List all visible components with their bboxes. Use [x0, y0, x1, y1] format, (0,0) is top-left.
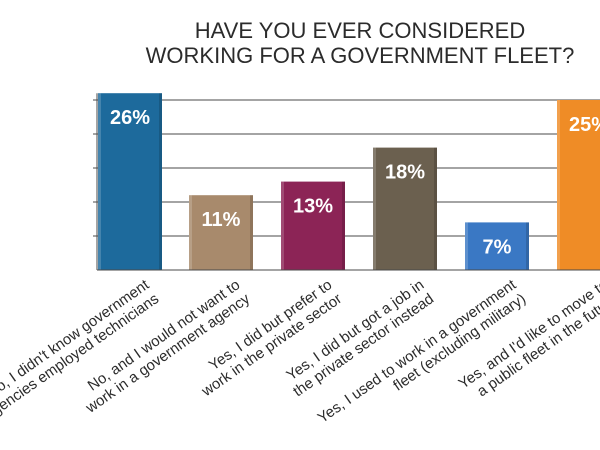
grid-lines — [93, 99, 600, 237]
data-label: 26% — [110, 107, 150, 129]
bar-highlight — [189, 195, 192, 270]
bar-shade — [526, 222, 529, 270]
category-labels: No, I didn't know governmentagencies emp… — [0, 276, 600, 427]
bar-shade — [434, 147, 437, 270]
bar — [465, 222, 529, 270]
bar — [98, 93, 162, 270]
bar-highlight — [557, 100, 560, 270]
bar-highlight — [281, 181, 284, 270]
bar-shade — [250, 195, 253, 270]
bars: 26% 11% 13% 18% 7% 25% — [98, 93, 600, 270]
data-label: 25% — [569, 114, 600, 136]
bar-shade — [159, 93, 162, 270]
bar — [373, 147, 437, 270]
data-label: 7% — [483, 236, 512, 258]
bar-highlight — [98, 93, 101, 270]
bar — [557, 100, 600, 270]
chart-title-line-1: HAVE YOU EVER CONSIDERED — [194, 18, 526, 43]
chart-title-line-2: WORKING FOR A GOVERNMENT FLEET? — [145, 43, 575, 68]
bar — [281, 181, 345, 270]
bar-highlight — [373, 147, 376, 270]
data-label: 13% — [293, 196, 333, 218]
bar — [189, 195, 253, 270]
tick-label: Yes, and I'd like to move toa public fle… — [456, 276, 600, 406]
data-label: 18% — [385, 162, 425, 184]
bar-shade — [342, 181, 345, 270]
chart-title: HAVE YOU EVER CONSIDERED WORKING FOR A G… — [0, 18, 600, 68]
data-label: 11% — [202, 209, 241, 231]
bar-highlight — [465, 222, 468, 270]
